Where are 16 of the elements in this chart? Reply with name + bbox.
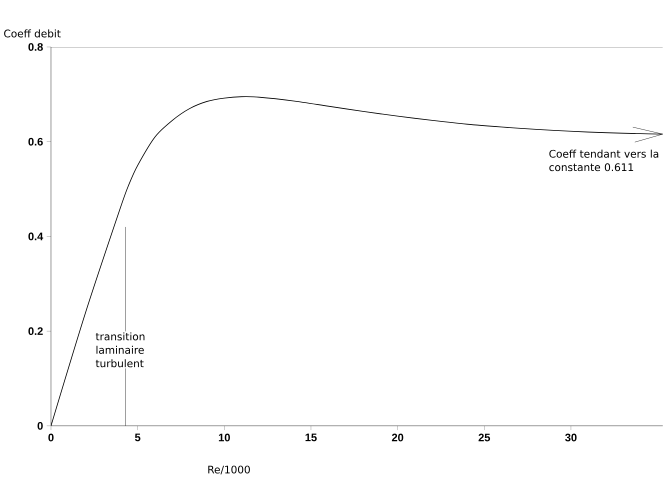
y-axis-title: Coeff debit	[4, 29, 61, 38]
y-tick-label: 0.6	[28, 138, 43, 146]
x-tick-label: 25	[478, 434, 490, 442]
x-axis-title: Re/1000	[208, 466, 250, 474]
x-tick-label: 0	[48, 434, 54, 442]
ref-line-label: transition laminaire turbulent	[96, 332, 144, 368]
y-tick-label: 0.8	[28, 43, 43, 51]
y-tick-label: 0	[38, 422, 43, 430]
x-tick-label: 5	[134, 434, 140, 442]
x-tick-label: 30	[565, 434, 577, 442]
y-tick-label: 0.4	[28, 232, 44, 240]
x-tick-label: 10	[218, 434, 230, 442]
annotation: Coeff tendant vers la constante 0.611	[549, 150, 658, 172]
y-tick-label: 0.2	[28, 327, 43, 336]
x-tick-label: 15	[306, 434, 317, 442]
x-tick-label: 20	[392, 434, 404, 442]
